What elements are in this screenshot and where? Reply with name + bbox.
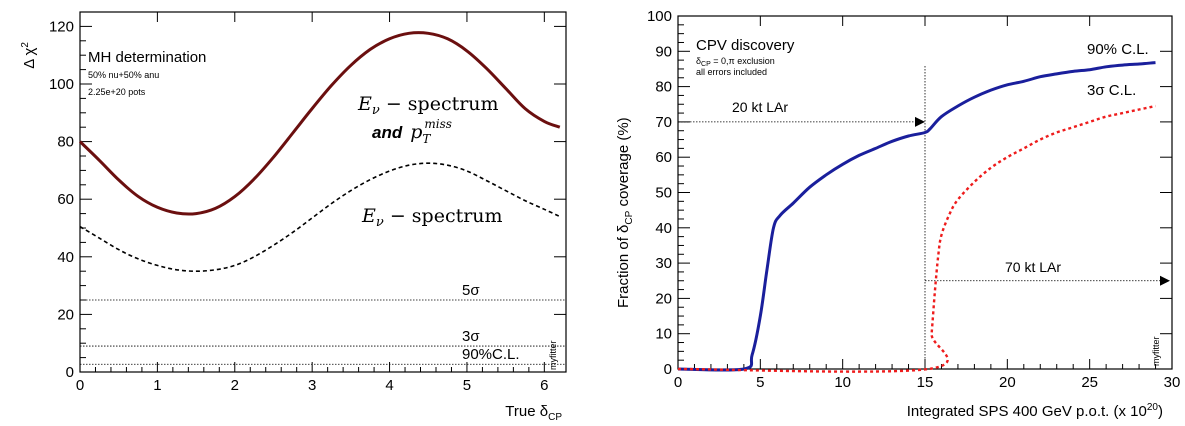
right-y-tick-label: 100 bbox=[647, 8, 672, 25]
left-y-tick-label: 100 bbox=[49, 76, 74, 93]
right-series-label-90cl: 90% C.L. bbox=[1087, 41, 1149, 58]
right-y-tick-label: 90 bbox=[655, 43, 672, 60]
right-x-axis-label: Integrated SPS 400 GeV p.o.t. (x 1020) bbox=[907, 402, 1163, 420]
right-y-tick-label: 30 bbox=[655, 255, 672, 272]
right-series-label-3sigma: 3σ C.L. bbox=[1087, 82, 1136, 99]
right-x-tick-label: 5 bbox=[756, 374, 764, 391]
left-series-spectrum-line bbox=[79, 162, 561, 273]
left-x-axis-label: True δCP bbox=[505, 403, 562, 423]
right-guides bbox=[678, 66, 1170, 369]
left-y-tick-label: 60 bbox=[57, 191, 74, 208]
right-x-tick-label: 10 bbox=[834, 374, 851, 391]
left-threshold-label: 3σ bbox=[462, 328, 480, 345]
left-note-pots: 2.25e+20 pots bbox=[88, 87, 146, 97]
left-y-tick-label: 20 bbox=[57, 306, 74, 323]
left-series bbox=[78, 31, 561, 273]
right-watermark: myfitter bbox=[1151, 336, 1161, 366]
left-y-tick-label: 0 bbox=[66, 364, 74, 381]
left-x-tick-label: 3 bbox=[308, 377, 316, 394]
right-note-exclusion: δCP = 0,π exclusion bbox=[696, 56, 775, 68]
right-y-tick-label: 70 bbox=[655, 114, 672, 131]
left-series-full-line bbox=[78, 31, 561, 216]
right-y-tick-label: 80 bbox=[655, 79, 672, 96]
left-y-axis-label: Δ χ2 bbox=[20, 42, 38, 69]
right-y-tick-label: 60 bbox=[655, 149, 672, 166]
right-x-tick-label: 30 bbox=[1164, 374, 1181, 391]
right-y-tick-label: 10 bbox=[655, 326, 672, 343]
left-upper-series-label-line1: Eν − spectrum bbox=[357, 93, 499, 118]
right-y-axis-label: Fraction of δCP coverage (%) bbox=[615, 117, 635, 308]
right-arrow-70kt-head bbox=[1160, 275, 1170, 286]
right-chart: 0 5 10 15 20 25 30 0 10 20 30 40 50 60 70 80 90 100 Fract… bbox=[615, 8, 1180, 420]
left-lower-series-label: Eν − spectrum bbox=[361, 205, 503, 230]
left-threshold-label: 90%C.L. bbox=[462, 346, 520, 363]
left-plot-frame bbox=[79, 11, 567, 373]
left-x-tick-label: 0 bbox=[76, 377, 84, 394]
right-x-tick-label: 0 bbox=[674, 374, 682, 391]
right-x-tick-label: 25 bbox=[1081, 374, 1098, 391]
right-series-90cl-line bbox=[677, 61, 1156, 372]
left-y-tick-label: 120 bbox=[49, 18, 74, 35]
right-chart-title: CPV discovery bbox=[696, 37, 795, 54]
right-annotation-20kt: 20 kt LAr bbox=[732, 99, 788, 115]
right-ticks: 0 5 10 15 20 25 30 0 10 20 30 40 50 60 70 80 90 100 bbox=[647, 8, 1180, 391]
left-x-tick-label: 1 bbox=[153, 377, 161, 394]
left-threshold-label: 5σ bbox=[462, 282, 480, 299]
right-x-tick-label: 20 bbox=[999, 374, 1016, 391]
left-x-tick-label: 4 bbox=[385, 377, 393, 394]
right-y-tick-label: 0 bbox=[664, 361, 672, 378]
left-y-tick-label: 40 bbox=[57, 249, 74, 266]
left-x-tick-label: 5 bbox=[463, 377, 471, 394]
right-x-tick-label: 15 bbox=[917, 374, 934, 391]
right-series bbox=[677, 61, 1156, 373]
right-note-errors: all errors included bbox=[696, 67, 767, 77]
right-series-3sigma-line bbox=[677, 104, 1156, 373]
right-arrow-20kt-head bbox=[915, 116, 925, 127]
right-y-tick-label: 50 bbox=[655, 185, 672, 202]
left-chart-title: MH determination bbox=[88, 49, 206, 66]
right-y-tick-label: 20 bbox=[655, 290, 672, 307]
right-annotation-70kt: 70 kt LAr bbox=[1005, 259, 1061, 275]
left-x-tick-label: 6 bbox=[540, 377, 548, 394]
left-x-tick-label: 2 bbox=[231, 377, 239, 394]
left-y-tick-label: 80 bbox=[57, 134, 74, 151]
left-upper-series-label-line2: and pTmiss bbox=[372, 117, 452, 146]
left-watermark: myfitter bbox=[548, 340, 558, 370]
right-y-tick-label: 40 bbox=[655, 220, 672, 237]
left-note-beam: 50% nu+50% anu bbox=[88, 70, 159, 80]
